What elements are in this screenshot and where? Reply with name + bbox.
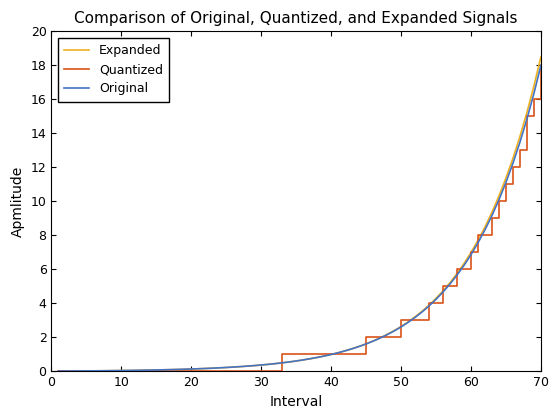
Y-axis label: Apmlitude: Apmlitude — [11, 166, 25, 237]
Expanded — [468, 250, 474, 255]
Quantized — [335, 352, 342, 357]
Original — [55, 369, 62, 374]
Quantized — [468, 267, 474, 272]
Expanded — [181, 367, 188, 372]
Expanded — [321, 354, 328, 359]
Original — [538, 63, 544, 68]
Original — [202, 366, 209, 371]
Quantized — [538, 63, 544, 68]
Line: Expanded: Expanded — [58, 57, 541, 371]
Original — [461, 263, 468, 268]
Line: Original: Original — [58, 66, 541, 371]
Quantized — [55, 369, 62, 374]
Legend: Expanded, Quantized, Original: Expanded, Quantized, Original — [58, 38, 169, 102]
Original — [321, 354, 328, 359]
Quantized — [69, 369, 76, 374]
Quantized — [118, 369, 125, 374]
Quantized — [83, 369, 90, 374]
Original — [181, 367, 188, 372]
Expanded — [167, 367, 174, 372]
Quantized — [496, 216, 502, 221]
Original — [167, 367, 174, 372]
Title: Comparison of Original, Quantized, and Expanded Signals: Comparison of Original, Quantized, and E… — [74, 11, 518, 26]
Original — [468, 252, 474, 257]
Expanded — [461, 261, 468, 266]
X-axis label: Interval: Interval — [269, 395, 323, 409]
Expanded — [202, 366, 209, 371]
Expanded — [55, 369, 62, 374]
Line: Quantized: Quantized — [58, 66, 541, 371]
Expanded — [538, 55, 544, 60]
